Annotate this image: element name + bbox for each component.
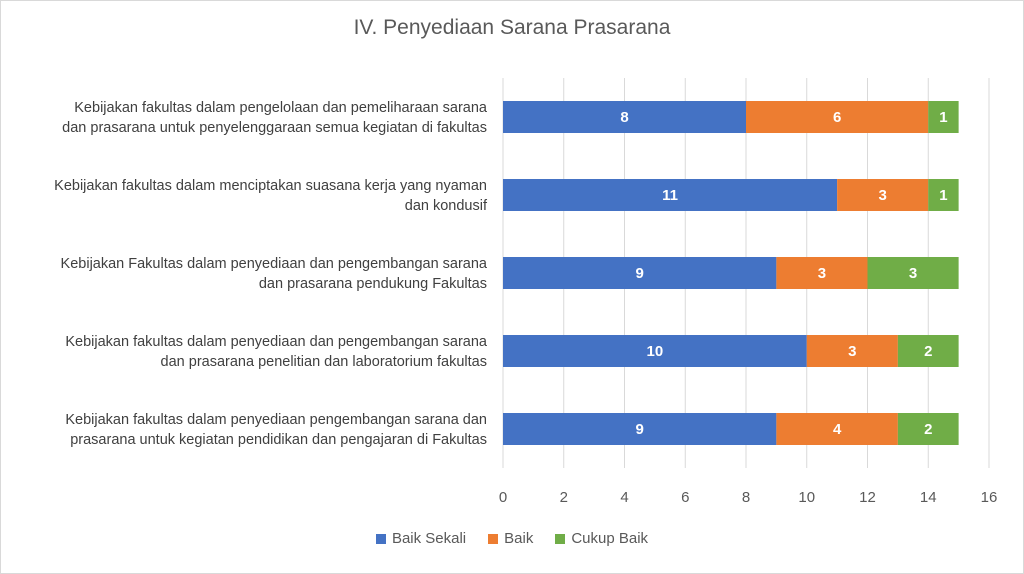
- bar-4-2: [897, 413, 959, 445]
- x-tick-label-4: 8: [742, 489, 750, 506]
- data-label-2-1: 3: [818, 265, 826, 282]
- x-tick-label-0: 0: [499, 489, 507, 506]
- x-tick-label-7: 14: [920, 489, 937, 506]
- data-label-3-0: 10: [647, 343, 664, 360]
- category-label-2-1: dan prasarana pendukung Fakultas: [259, 276, 487, 292]
- category-label-0-0: Kebijakan fakultas dalam pengelolaan dan…: [74, 100, 488, 116]
- data-label-3-2: 2: [924, 343, 932, 360]
- category-label-4-0: Kebijakan fakultas dalam penyediaan peng…: [65, 412, 487, 428]
- legend-item-0: Baik Sekali: [375, 530, 467, 547]
- category-label-1-1: dan kondusif: [405, 198, 488, 214]
- legend: Baik Sekali Baik Cukup Baik: [0, 530, 1024, 547]
- data-label-2-2: 3: [909, 265, 917, 282]
- category-label-1-0: Kebijakan fakultas dalam menciptakan sua…: [54, 178, 487, 194]
- bar-2-0: [503, 257, 777, 289]
- x-axis-ticks: 0 2 4 6 8 10 12 14 16: [499, 489, 998, 506]
- data-label-4-1: 4: [833, 421, 842, 438]
- category-label-4-1: prasarana untuk kegiatan pendidikan dan …: [70, 432, 487, 448]
- bar-2-1: [776, 257, 868, 289]
- data-label-0-1: 6: [833, 109, 841, 126]
- bar-0-1: [746, 101, 929, 133]
- data-label-1-0: 11: [662, 187, 678, 204]
- bar-1-1: [837, 179, 929, 211]
- bar-4-0: [503, 413, 777, 445]
- legend-label-1: Baik: [504, 530, 534, 547]
- data-label-0-2: 1: [939, 109, 947, 126]
- bar-0-2: [928, 101, 959, 133]
- category-label-3-0: Kebijakan fakultas dalam penyediaan dan …: [65, 334, 488, 350]
- chart-title: IV. Penyediaan Sarana Prasarana: [353, 16, 671, 39]
- x-tick-label-8: 16: [981, 489, 998, 506]
- bar-1-0: [503, 179, 838, 211]
- category-labels: Kebijakan fakultas dalam pengelolaan dan…: [54, 100, 488, 448]
- data-label-0-0: 8: [620, 109, 628, 126]
- data-label-2-0: 9: [636, 265, 644, 282]
- bar-group: 8 6 111 3 19 3 310 3 29 4 2: [503, 101, 959, 445]
- x-tick-label-6: 12: [859, 489, 876, 506]
- bar-4-1: [776, 413, 898, 445]
- bar-3-2: [897, 335, 959, 367]
- x-tick-label-5: 10: [798, 489, 815, 506]
- x-tick-label-3: 6: [681, 489, 689, 506]
- legend-swatch-2: [555, 533, 566, 544]
- legend-swatch-1: [488, 533, 499, 544]
- category-label-3-1: dan prasarana penelitian dan laboratoriu…: [161, 354, 487, 370]
- legend-label-2: Cukup Baik: [571, 530, 649, 547]
- category-label-2-0: Kebijakan Fakultas dalam penyediaan dan …: [61, 256, 488, 272]
- data-label-1-1: 3: [879, 187, 887, 204]
- legend-item-1: Baik: [488, 530, 533, 547]
- legend-swatch-0: [375, 533, 386, 544]
- bar-2-2: [867, 257, 959, 289]
- bar-0-0: [503, 101, 746, 133]
- bar-3-1: [806, 335, 898, 367]
- category-label-0-1: dan prasarana untuk penyelenggaraan semu…: [62, 120, 487, 136]
- bar-1-2: [928, 179, 959, 211]
- bar-3-0: [503, 335, 807, 367]
- legend-item-2: Cukup Baik: [555, 530, 648, 547]
- data-label-3-1: 3: [848, 343, 856, 360]
- data-label-4-0: 9: [636, 421, 644, 438]
- data-label-4-2: 2: [924, 421, 932, 438]
- legend-label-0: Baik Sekali: [391, 530, 467, 547]
- data-label-1-2: 1: [939, 187, 947, 204]
- x-tick-label-1: 2: [560, 489, 568, 506]
- x-tick-label-2: 4: [620, 489, 628, 506]
